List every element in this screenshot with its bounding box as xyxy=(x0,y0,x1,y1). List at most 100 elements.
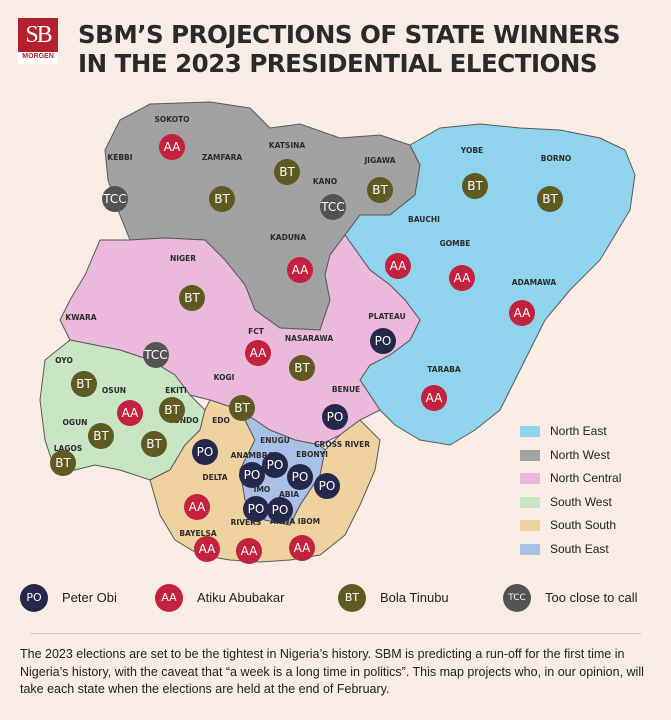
marker-circle xyxy=(289,355,315,381)
marker-circle xyxy=(209,186,235,212)
marker-circle xyxy=(287,257,313,283)
key-marker: PO xyxy=(20,584,48,612)
marker-nasarawa: BT xyxy=(289,355,315,381)
sbm-logo: SB MORGEN xyxy=(18,18,58,64)
state-label-yobe: YOBE xyxy=(460,146,483,155)
marker-gombe: AA xyxy=(449,265,475,291)
marker-code: PO xyxy=(327,410,344,424)
logo-subtext: MORGEN xyxy=(22,53,54,60)
marker-circle xyxy=(245,340,271,366)
marker-circle xyxy=(117,400,143,426)
marker-circle xyxy=(462,173,488,199)
marker-fct: AA xyxy=(245,340,271,366)
marker-katsina: BT xyxy=(274,159,300,185)
marker-circle xyxy=(274,159,300,185)
marker-circle xyxy=(243,496,269,522)
region-legend: North East North West North Central South W… xyxy=(520,423,660,565)
marker-code: TCC xyxy=(102,192,126,206)
marker-circle xyxy=(262,452,288,478)
marker-code: AA xyxy=(250,346,268,360)
marker-circle xyxy=(50,450,76,476)
marker-kaduna: AA xyxy=(287,257,313,283)
marker-code: AA xyxy=(426,391,444,405)
marker-ebonyi: PO xyxy=(287,464,313,490)
marker-circle xyxy=(239,462,265,488)
marker-taraba: AA xyxy=(421,385,447,411)
marker-code: AA xyxy=(454,271,472,285)
marker-ekiti: BT xyxy=(159,397,185,423)
state-label-osun: OSUN xyxy=(102,386,126,395)
state-label-kano: KANO xyxy=(313,177,337,186)
key-marker: BT xyxy=(338,584,366,612)
marker-code: BT xyxy=(76,377,92,391)
marker-akwa-ibom: AA xyxy=(289,535,315,561)
state-label-gombe: GOMBE xyxy=(440,239,471,248)
marker-imo: PO xyxy=(243,496,269,522)
state-label-fct: FCT xyxy=(248,327,265,336)
marker-code: PO xyxy=(319,479,336,493)
marker-circle xyxy=(159,397,185,423)
marker-code: AA xyxy=(390,259,408,273)
key-label: Too close to call xyxy=(545,590,638,605)
state-label-kogi: KOGI xyxy=(214,373,235,382)
marker-code: AA xyxy=(189,500,207,514)
marker-oyo: BT xyxy=(71,371,97,397)
region-shapes xyxy=(39,101,636,563)
state-label-rivers: RIVERS xyxy=(231,518,262,527)
marker-circle xyxy=(229,395,255,421)
marker-circle xyxy=(192,439,218,465)
key-label: Atiku Abubakar xyxy=(197,590,285,605)
marker-circle xyxy=(102,186,128,212)
state-label-delta: DELTA xyxy=(202,473,227,482)
marker-zamfara: BT xyxy=(209,186,235,212)
marker-borno: BT xyxy=(537,186,563,212)
state-label-niger: NIGER xyxy=(170,254,196,263)
marker-code: BT xyxy=(55,456,71,470)
state-label-sokoto: SOKOTO xyxy=(154,115,189,124)
legend-swatch xyxy=(520,473,540,485)
state-label-imo: IMO xyxy=(254,485,271,494)
marker-circle xyxy=(287,464,313,490)
state-label-kwara: KWARA xyxy=(65,313,96,322)
legend-label: North East xyxy=(550,424,607,438)
marker-code: PO xyxy=(248,502,265,516)
legend-item: North East xyxy=(520,423,660,447)
marker-code: PO xyxy=(292,470,309,484)
marker-circle xyxy=(184,494,210,520)
marker-jigawa: BT xyxy=(367,177,393,203)
state-label-katsina: KATSINA xyxy=(269,141,306,150)
marker-circle xyxy=(370,328,396,354)
marker-circle xyxy=(71,371,97,397)
legend-swatch xyxy=(520,426,540,437)
marker-code: BT xyxy=(234,401,250,415)
state-label-lagos: LAGOS xyxy=(54,444,83,453)
legend-item: South East xyxy=(520,541,660,565)
marker-code: TCC xyxy=(320,200,344,214)
marker-circle xyxy=(314,473,340,499)
state-labels: SOKOTO KEBBI ZAMFARA KATSINA JIGAWA KANO KADUN… xyxy=(54,115,572,538)
marker-circle xyxy=(159,134,185,160)
marker-edo: PO xyxy=(192,439,218,465)
page-title: SBM’S PROJECTIONS OF STATE WINNERS IN TH… xyxy=(78,20,620,78)
marker-circle xyxy=(267,497,293,523)
state-label-bauchi: BAUCHI xyxy=(408,215,440,224)
legend-label: South West xyxy=(550,494,612,509)
marker-enugu: PO xyxy=(262,452,288,478)
legend-swatch xyxy=(520,543,540,555)
marker-circle xyxy=(449,265,475,291)
state-label-adamawa: ADAMAWA xyxy=(512,278,557,287)
marker-code: BT xyxy=(372,183,388,197)
marker-circle xyxy=(179,285,205,311)
marker-yobe: BT xyxy=(462,173,488,199)
marker-delta: AA xyxy=(184,494,210,520)
marker-code: AA xyxy=(241,544,259,558)
legend-label: North West xyxy=(550,447,610,462)
marker-abia: PO xyxy=(267,497,293,523)
legend-label: South East xyxy=(550,541,609,556)
state-label-ebonyi: EBONYI xyxy=(296,450,328,459)
marker-code: PO xyxy=(197,445,214,459)
legend-label: South South xyxy=(550,518,617,533)
marker-circle xyxy=(289,535,315,561)
marker-circle xyxy=(537,186,563,212)
marker-bayelsa: AA xyxy=(194,536,220,562)
